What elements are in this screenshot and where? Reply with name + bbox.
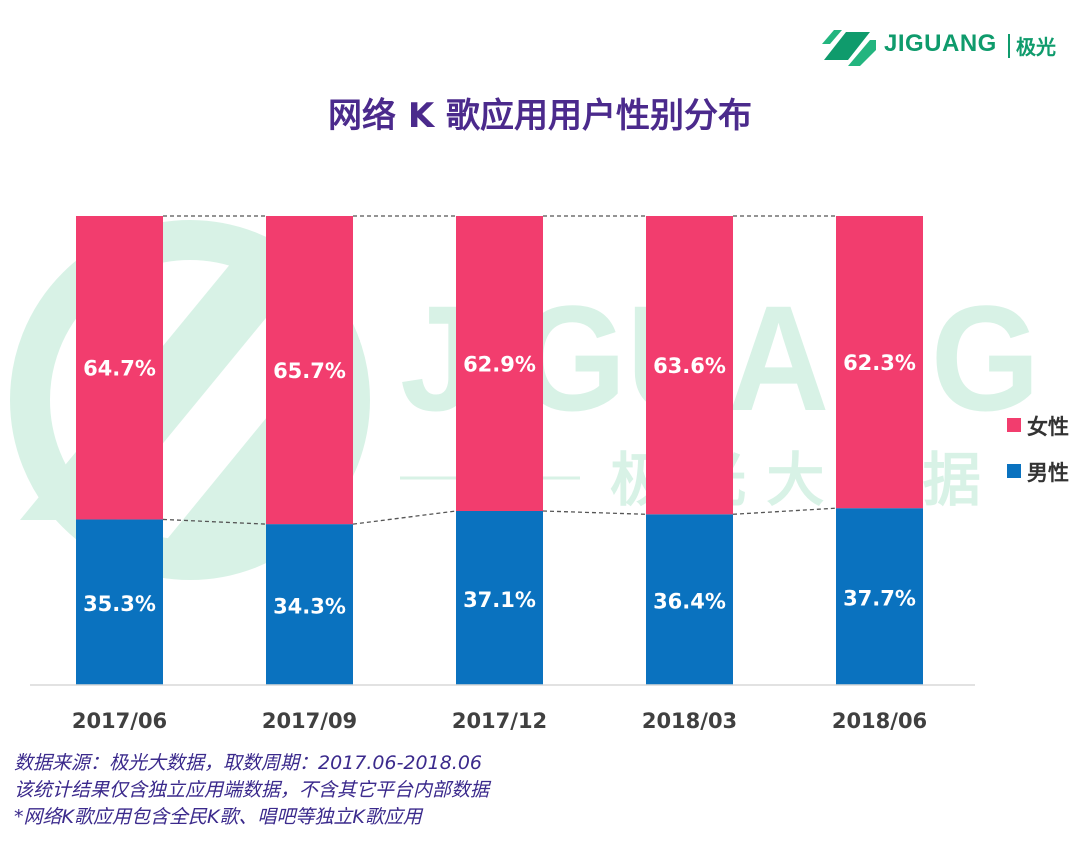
bar-female-2017/09: [266, 216, 353, 525]
logo-text: JIGUANG: [884, 30, 997, 57]
logo-separator: [1008, 34, 1010, 58]
bar-male-2017/12: [456, 511, 543, 685]
data-label-female-2017/12: 62.9%: [463, 353, 536, 377]
bar-female-2017/06: [76, 216, 163, 520]
legend-label-男性: 男性: [1027, 461, 1069, 485]
note-definition: *网络K歌应用包含全民K歌、唱吧等独立K歌应用: [14, 806, 422, 828]
bar-male-2018/03: [646, 514, 733, 685]
connector-split-0: [162, 518, 267, 525]
x-tick-label-2017/12: 2017/12: [452, 709, 547, 733]
labels-layer: 64.7% 35.3% 2017/06 65.7% 34.3% 2017/09 62.9% 3…: [72, 351, 927, 733]
data-label-female-2018/03: 63.6%: [653, 354, 726, 378]
x-tick-label-2017/09: 2017/09: [262, 709, 357, 733]
note-scope: 该统计结果仅含独立应用端数据，不含其它平台内部数据: [14, 779, 490, 801]
note-source: 数据来源：极光大数据，取数周期：2017.06-2018.06: [14, 752, 482, 774]
x-tick-label-2017/06: 2017/06: [72, 709, 167, 733]
bar-female-2017/12: [456, 216, 543, 512]
connectors-layer: [162, 215, 837, 525]
data-label-female-2017/06: 64.7%: [83, 357, 156, 381]
connector-split-2: [542, 510, 647, 515]
stacked-bar-chart: JIGUANG 极 光 大 数 据 64.7%35.3%2017/0665.7%…: [10, 215, 1069, 733]
data-label-male-2018/03: 36.4%: [653, 590, 726, 614]
data-label-female-2017/09: 65.7%: [273, 359, 346, 383]
legend-swatch-男性: [1007, 464, 1021, 478]
bar-male-2018/06: [836, 508, 923, 685]
data-label-female-2018/06: 62.3%: [843, 351, 916, 375]
logo-mark-icon: [822, 30, 876, 66]
legend-swatch-女性: [1007, 418, 1021, 432]
data-label-male-2017/06: 35.3%: [83, 592, 156, 616]
source-notes: 数据来源：极光大数据，取数周期：2017.06-2018.06 该统计结果仅含独…: [14, 750, 489, 831]
bar-male-2017/09: [266, 524, 353, 685]
bar-female-2018/06: [836, 216, 923, 509]
bar-male-2017/06: [76, 519, 163, 685]
connector-split-1: [352, 510, 457, 525]
data-label-male-2017/12: 37.1%: [463, 588, 536, 612]
bars-layer: [76, 216, 923, 685]
connector-split-3: [732, 507, 837, 515]
x-tick-label-2018/03: 2018/03: [642, 709, 737, 733]
data-label-male-2018/06: 37.7%: [843, 587, 916, 611]
chart-title: 网络 K 歌应用用户性别分布: [327, 96, 753, 136]
bar-female-2018/03: [646, 216, 733, 515]
data-label-male-2017/09: 34.3%: [273, 595, 346, 619]
x-tick-label-2018/06: 2018/06: [832, 709, 927, 733]
jiguang-logo: [822, 30, 876, 66]
logo-chinese-text: 极光: [1016, 35, 1056, 59]
legend-label-女性: 女性: [1027, 415, 1069, 439]
